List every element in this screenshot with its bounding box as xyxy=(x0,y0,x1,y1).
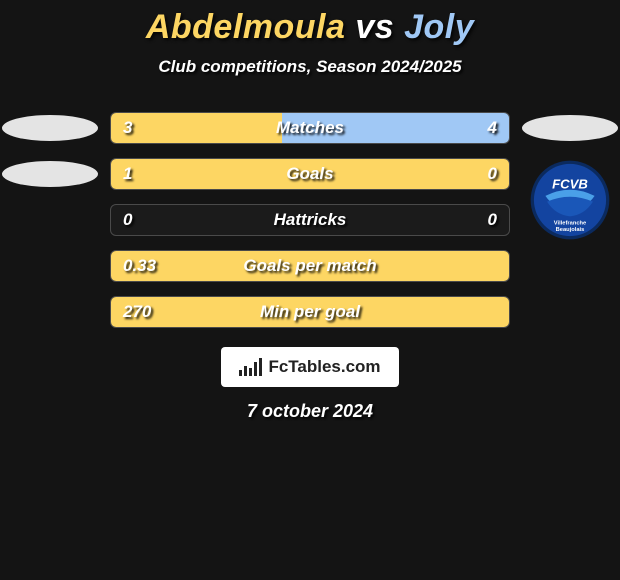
infographic-container: Abdelmoula vs Joly Club competitions, Se… xyxy=(0,0,620,422)
club-left-slot xyxy=(0,243,100,289)
site-badge: FcTables.com xyxy=(221,347,398,387)
stat-row: 0 Hattricks 0 xyxy=(0,197,620,243)
stat-value-right: 0 xyxy=(488,164,497,184)
club-right-slot xyxy=(520,105,620,151)
player1-name: Abdelmoula xyxy=(146,8,346,46)
stat-value-left: 270 xyxy=(123,302,151,322)
stat-value-left: 0.33 xyxy=(123,256,156,276)
club-left-slot xyxy=(0,151,100,197)
club-left-slot xyxy=(0,197,100,243)
date-label: 7 october 2024 xyxy=(0,401,620,422)
stat-row: 3 Matches 4 xyxy=(0,105,620,151)
club-left-slot xyxy=(0,105,100,151)
stat-value-left: 3 xyxy=(123,118,132,138)
stat-row: 1 Goals 0 FCVB Villefranche Beaujolais xyxy=(0,151,620,197)
stat-bar: 270 Min per goal xyxy=(110,296,510,328)
club-left-slot xyxy=(0,289,100,335)
stat-value-left: 0 xyxy=(123,210,132,230)
stats-rows: 3 Matches 4 1 Goals 0 xyxy=(0,105,620,335)
player2-name: Joly xyxy=(404,8,474,46)
stat-label: Min per goal xyxy=(260,302,360,322)
footer: FcTables.com 7 october 2024 xyxy=(0,347,620,422)
stat-row: 270 Min per goal xyxy=(0,289,620,335)
club-right-slot xyxy=(520,289,620,335)
stat-label: Goals per match xyxy=(243,256,376,276)
stat-bar: 0.33 Goals per match xyxy=(110,250,510,282)
stat-value-right: 0 xyxy=(488,210,497,230)
ellipse-icon xyxy=(2,115,98,141)
stat-label: Goals xyxy=(286,164,333,184)
stat-label: Hattricks xyxy=(274,210,347,230)
bars-icon xyxy=(239,358,262,376)
subtitle: Club competitions, Season 2024/2025 xyxy=(0,57,620,77)
site-name: FcTables.com xyxy=(268,357,380,377)
ellipse-icon xyxy=(2,161,98,187)
stat-row: 0.33 Goals per match xyxy=(0,243,620,289)
club-right-slot xyxy=(520,197,620,243)
club-right-slot xyxy=(520,243,620,289)
stat-bar: 1 Goals 0 xyxy=(110,158,510,190)
stat-bar: 0 Hattricks 0 xyxy=(110,204,510,236)
stat-label: Matches xyxy=(276,118,344,138)
ellipse-icon xyxy=(522,115,618,141)
vs-label: vs xyxy=(355,8,394,46)
club-right-slot: FCVB Villefranche Beaujolais xyxy=(520,151,620,197)
title: Abdelmoula vs Joly xyxy=(0,8,620,47)
badge-text: FCVB xyxy=(552,177,588,192)
stat-value-right: 4 xyxy=(488,118,497,138)
stat-bar: 3 Matches 4 xyxy=(110,112,510,144)
bar-fill-left xyxy=(111,113,282,143)
stat-value-left: 1 xyxy=(123,164,132,184)
